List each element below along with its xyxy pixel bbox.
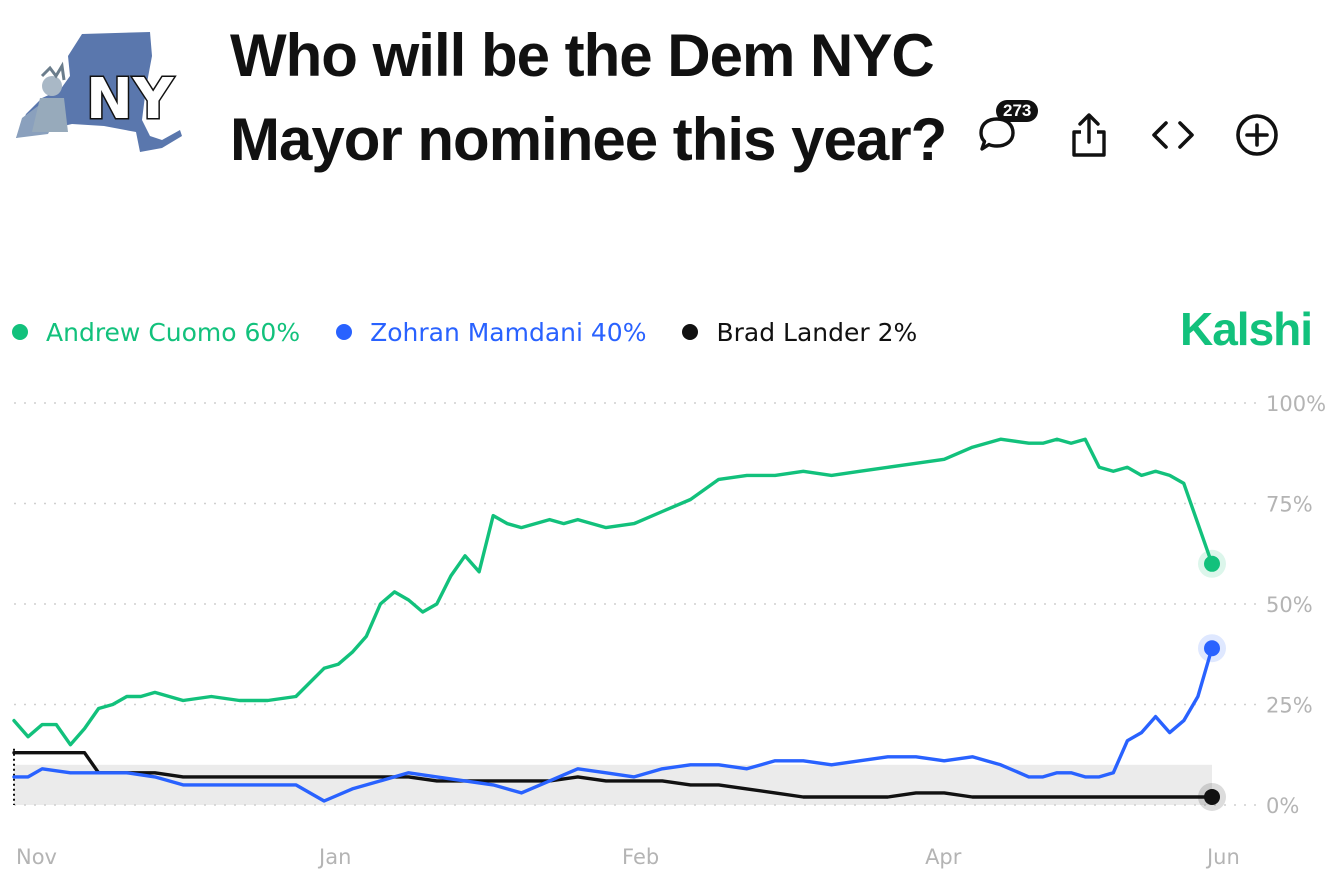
share-button[interactable] (1064, 110, 1114, 160)
legend-item-lander[interactable]: Brad Lander 2% (682, 318, 917, 347)
end-point-andrew-cuomo (1204, 555, 1220, 572)
comment-icon (979, 117, 1015, 151)
legend-dot-cuomo (12, 324, 28, 340)
series-line-andrew-cuomo (12, 437, 1214, 747)
x-tick-label: Jan (317, 845, 351, 869)
y-tick-label: 0% (1266, 794, 1299, 818)
embed-button[interactable] (1148, 110, 1198, 160)
state-abbr: NY (86, 67, 175, 132)
page-title: Who will be the Dem NYC Mayor nominee th… (230, 22, 947, 173)
y-tick-label: 25% (1266, 694, 1313, 718)
add-to-watchlist-button[interactable] (1232, 110, 1282, 160)
share-icon (1072, 113, 1106, 157)
ny-state-logo: NY (16, 32, 182, 152)
kalshi-logo: Kalshi (1180, 303, 1313, 355)
add-circle-icon (1236, 114, 1278, 156)
series-line-zohran-mamdani (12, 646, 1214, 803)
legend-dot-mamdani (336, 324, 353, 340)
chart-legend: Andrew Cuomo 60% Zohran Mamdani 40% Brad… (12, 312, 953, 352)
legend-label-mamdani: Zohran Mamdani 40% (370, 317, 647, 347)
x-tick-label: Nov (16, 845, 57, 869)
price-history-chart[interactable]: 100% 75% 50% 25% 0% Nov Jan Feb Apr Jun (0, 370, 1336, 875)
comments-button[interactable]: 273 (972, 100, 1039, 160)
legend-item-mamdani[interactable]: Zohran Mamdani 40% (336, 318, 646, 347)
y-tick-label: 100% (1266, 392, 1326, 416)
y-tick-label: 75% (1266, 493, 1313, 517)
x-tick-label: Apr (925, 845, 962, 869)
end-point-brad-lander (1204, 788, 1220, 805)
x-tick-label: Jun (1205, 845, 1240, 869)
action-bar: 273 (960, 100, 1300, 170)
legend-label-lander: Brad Lander 2% (716, 317, 918, 347)
embed-icon (1152, 121, 1194, 149)
legend-label-cuomo: Andrew Cuomo 60% (46, 317, 301, 347)
legend-dot-lander (682, 324, 699, 340)
y-tick-label: 50% (1266, 593, 1313, 617)
comment-count-badge: 273 (996, 100, 1039, 122)
series-line-brad-lander (12, 751, 1214, 799)
legend-item-cuomo[interactable]: Andrew Cuomo 60% (12, 318, 300, 347)
end-point-zohran-mamdani (1204, 640, 1220, 657)
x-tick-label: Feb (622, 845, 659, 869)
